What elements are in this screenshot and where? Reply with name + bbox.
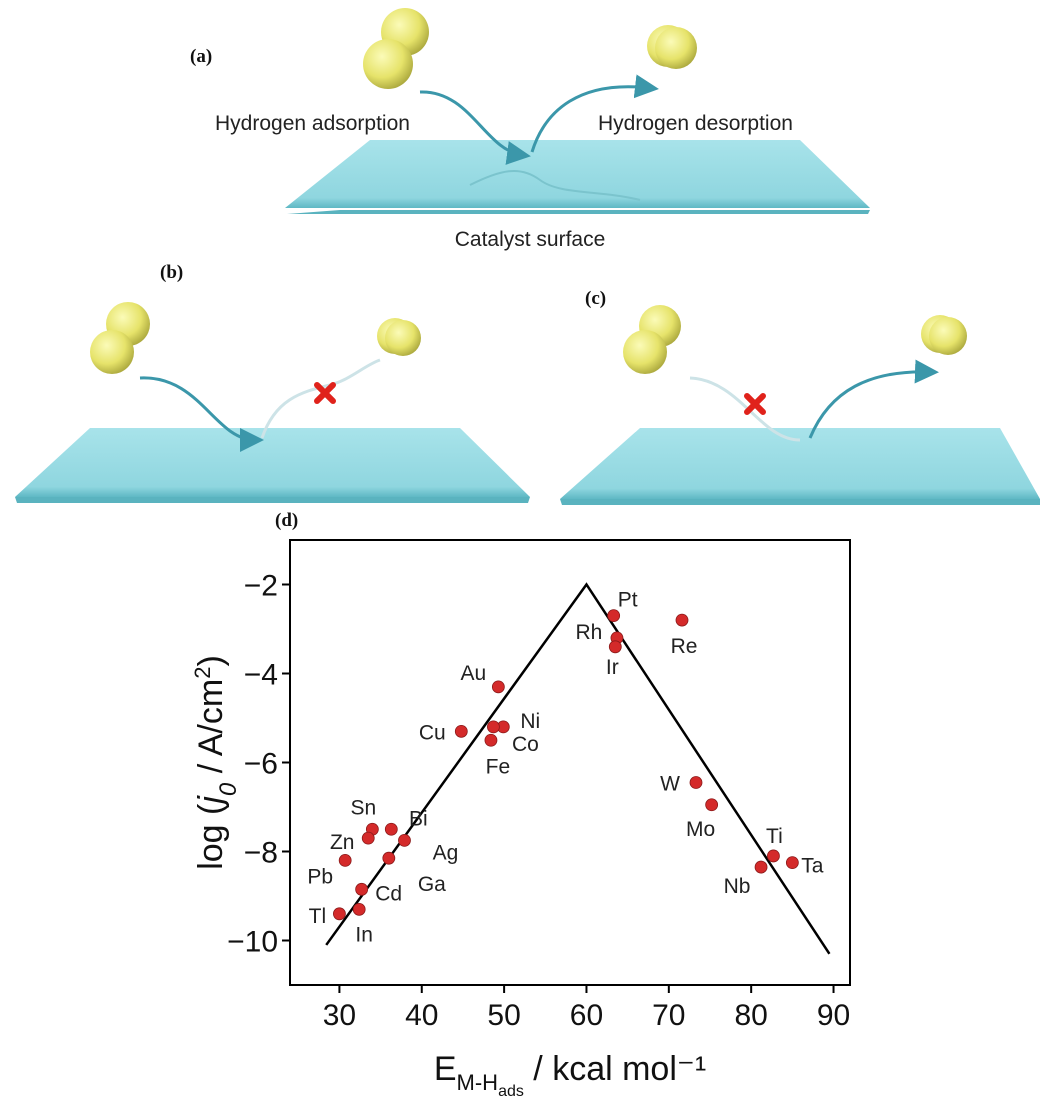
- y-tick-label: −4: [244, 659, 278, 692]
- point-label: Co: [512, 733, 539, 756]
- point-label: Ti: [766, 825, 783, 848]
- x-tick-label: 30: [323, 999, 356, 1032]
- x-axis-label: EM-Hads / kcal mol⁻¹: [434, 1050, 706, 1096]
- point-label: Tl: [309, 905, 327, 928]
- point-label: Cd: [375, 882, 402, 905]
- volcano-line: [325, 582, 831, 955]
- data-point: [608, 640, 622, 654]
- point-label: Pb: [307, 865, 333, 888]
- data-point: [384, 822, 398, 836]
- y-axis-label-part: / A/cm: [192, 679, 230, 783]
- x-tick-label: 40: [405, 999, 438, 1032]
- data-point: [675, 613, 689, 627]
- h-atom: [385, 320, 421, 356]
- data-point: [487, 720, 500, 734]
- panel-label: (c): [585, 288, 606, 309]
- h-atom: [655, 27, 697, 69]
- plot: 30 40 50 60 70 80 90 −2 −4 −6 −8 −10 log (j0 / A/cm2…: [190, 570, 851, 1096]
- x-tick-label: 50: [487, 999, 520, 1032]
- catalyst-slab: [560, 428, 1040, 499]
- point-label: Zn: [330, 831, 355, 854]
- y-axis-label-part: j: [192, 795, 230, 808]
- data-point: [333, 907, 346, 921]
- h-atom: [623, 330, 667, 374]
- data-point: [491, 680, 505, 694]
- desorption-arrow: [530, 74, 659, 153]
- slab-edge: [287, 210, 870, 214]
- point-label: Au: [461, 662, 487, 685]
- y-axis-label-part: log (: [192, 803, 230, 870]
- surface-path: [469, 169, 641, 201]
- data-point: [785, 856, 799, 870]
- panel-a: (a) Hydrogen adsorption Hydrogen desorpt…: [190, 8, 870, 251]
- data-point: [355, 882, 369, 896]
- x-axis-label-part: E: [434, 1050, 457, 1088]
- y-axis-label-part: 0: [215, 782, 242, 796]
- diagram-text: Hydrogen adsorption: [215, 112, 410, 135]
- point-label: Bi: [409, 807, 428, 830]
- point-label: Cu: [419, 721, 446, 744]
- h-atom: [363, 39, 413, 89]
- h-atom: [90, 330, 134, 374]
- panel-label: (b): [160, 262, 183, 283]
- data-point: [398, 833, 411, 847]
- y-axis-label: log (j0 / A/cm2): [190, 655, 242, 870]
- y-tick-label: −6: [244, 748, 278, 781]
- x-tick-label: 60: [570, 999, 603, 1032]
- data-point: [754, 860, 768, 874]
- diagram-text: Hydrogen desorption: [598, 112, 793, 135]
- point-label: Ta: [801, 855, 824, 878]
- point-label: Nb: [724, 875, 751, 898]
- x-axis-label-part: M-H: [457, 1070, 499, 1095]
- point-label: Ir: [606, 656, 619, 679]
- point-label: W: [660, 773, 680, 796]
- x-tick-label: 70: [652, 999, 685, 1032]
- data-point: [361, 831, 375, 845]
- data-point: [454, 724, 468, 738]
- x-tick-label: 90: [817, 999, 850, 1032]
- adsorption-arrow: [419, 90, 531, 165]
- h-atom: [929, 317, 967, 355]
- point-label: Sn: [351, 796, 377, 819]
- adsorption-arrow: [139, 376, 264, 452]
- data-point: [484, 733, 498, 747]
- point-label: Ga: [418, 873, 446, 896]
- blocked-mark: [744, 393, 766, 415]
- panel-b: (b): [15, 262, 530, 503]
- data-point: [338, 854, 352, 867]
- desorption-arrow: [808, 359, 939, 439]
- y-tick-label: −8: [244, 837, 278, 870]
- y-axis-label-part: ): [192, 655, 230, 666]
- point-label: In: [355, 923, 373, 946]
- point-label: Rh: [576, 621, 603, 644]
- slab-edge: [15, 497, 530, 503]
- slab-edge: [560, 499, 1040, 505]
- y-tick-label: −10: [227, 926, 278, 959]
- x-axis-label-part: ads: [498, 1083, 524, 1096]
- panel-label: (d): [275, 510, 298, 531]
- y-axis-label-part: 2: [190, 667, 215, 679]
- point-label: Ag: [433, 841, 459, 864]
- panel-c: (c): [560, 288, 1040, 505]
- diagram-text: Catalyst surface: [455, 228, 606, 251]
- x-tick-label: 80: [734, 999, 767, 1032]
- point-label: Mo: [686, 818, 715, 841]
- data-point: [607, 609, 621, 623]
- data-point: [382, 851, 396, 865]
- data-point: [705, 798, 719, 812]
- catalyst-slab: [285, 140, 870, 208]
- data-point: [689, 776, 703, 789]
- point-label: Fe: [486, 755, 511, 778]
- point-label: Pt: [618, 589, 638, 612]
- point-label: Ni: [520, 710, 540, 733]
- panel-label: (a): [190, 46, 212, 67]
- point-label: Re: [671, 635, 698, 658]
- data-point: [767, 849, 780, 863]
- data-point: [352, 902, 366, 916]
- y-tick-label: −2: [244, 570, 278, 603]
- blocked-mark: [314, 382, 336, 404]
- x-axis-label-part: / kcal mol⁻¹: [524, 1050, 706, 1088]
- catalyst-slab: [15, 428, 530, 497]
